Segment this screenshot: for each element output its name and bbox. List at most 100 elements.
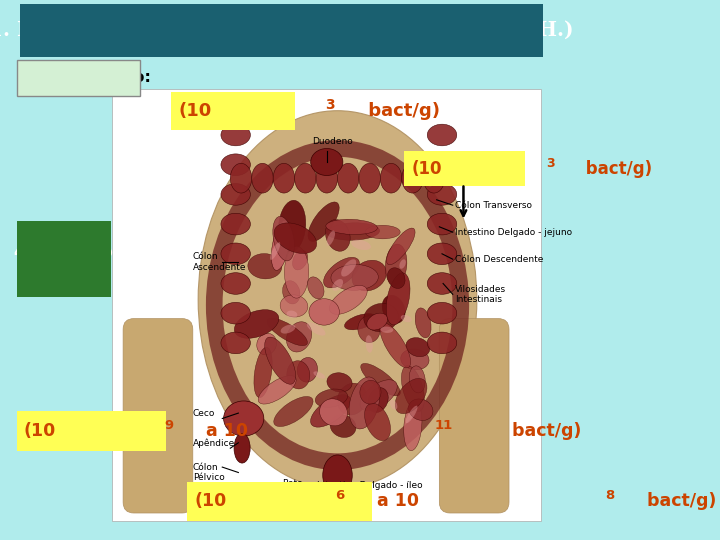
Ellipse shape bbox=[323, 258, 359, 288]
Ellipse shape bbox=[234, 310, 279, 338]
Ellipse shape bbox=[360, 380, 397, 411]
Ellipse shape bbox=[327, 231, 335, 246]
Ellipse shape bbox=[311, 148, 343, 176]
Ellipse shape bbox=[308, 202, 339, 241]
FancyBboxPatch shape bbox=[19, 4, 543, 57]
FancyBboxPatch shape bbox=[187, 482, 372, 521]
Ellipse shape bbox=[326, 219, 377, 234]
Ellipse shape bbox=[382, 295, 405, 323]
Ellipse shape bbox=[331, 265, 378, 291]
Ellipse shape bbox=[380, 327, 393, 333]
Ellipse shape bbox=[297, 357, 318, 382]
Text: Apêndice: Apêndice bbox=[193, 438, 235, 448]
FancyBboxPatch shape bbox=[17, 411, 166, 451]
Ellipse shape bbox=[395, 379, 427, 414]
Text: 11: 11 bbox=[435, 418, 453, 431]
Ellipse shape bbox=[427, 243, 456, 265]
Ellipse shape bbox=[402, 163, 423, 193]
Ellipse shape bbox=[224, 401, 264, 436]
Ellipse shape bbox=[380, 163, 402, 193]
Ellipse shape bbox=[338, 383, 366, 415]
Ellipse shape bbox=[282, 281, 300, 304]
Ellipse shape bbox=[405, 406, 418, 423]
Ellipse shape bbox=[408, 399, 433, 421]
Ellipse shape bbox=[310, 395, 351, 427]
Ellipse shape bbox=[258, 376, 296, 404]
Ellipse shape bbox=[309, 299, 339, 325]
Ellipse shape bbox=[427, 273, 456, 294]
Text: 4. Aparelho: 4. Aparelho bbox=[14, 245, 113, 260]
Ellipse shape bbox=[274, 223, 317, 253]
Ellipse shape bbox=[274, 396, 313, 427]
Text: 3: 3 bbox=[546, 157, 555, 170]
Ellipse shape bbox=[325, 220, 350, 251]
Ellipse shape bbox=[380, 323, 410, 368]
Ellipse shape bbox=[221, 332, 251, 354]
Ellipse shape bbox=[221, 124, 251, 146]
Ellipse shape bbox=[404, 401, 422, 451]
Ellipse shape bbox=[361, 363, 400, 396]
Ellipse shape bbox=[401, 315, 412, 322]
Text: (10: (10 bbox=[24, 422, 56, 440]
Ellipse shape bbox=[366, 313, 387, 330]
Text: Duodeno: Duodeno bbox=[312, 137, 353, 146]
Text: 8: 8 bbox=[606, 489, 614, 502]
Ellipse shape bbox=[221, 213, 251, 235]
Ellipse shape bbox=[345, 314, 377, 330]
Ellipse shape bbox=[281, 325, 295, 334]
Ellipse shape bbox=[315, 389, 348, 407]
Text: Ceco: Ceco bbox=[193, 409, 215, 417]
FancyBboxPatch shape bbox=[123, 319, 193, 513]
FancyBboxPatch shape bbox=[439, 319, 509, 513]
Ellipse shape bbox=[273, 217, 294, 261]
Ellipse shape bbox=[360, 380, 381, 404]
Ellipse shape bbox=[221, 154, 251, 176]
Text: (10: (10 bbox=[179, 102, 212, 120]
Ellipse shape bbox=[349, 377, 379, 429]
Ellipse shape bbox=[221, 184, 251, 205]
Ellipse shape bbox=[327, 373, 352, 392]
Ellipse shape bbox=[427, 124, 456, 146]
Ellipse shape bbox=[234, 433, 250, 463]
Text: Intestino Delgado - jejuno: Intestino Delgado - jejuno bbox=[456, 228, 572, 237]
Text: - Distribuição:: - Distribuição: bbox=[23, 70, 150, 85]
Text: bact/g): bact/g) bbox=[362, 102, 440, 120]
Text: bact/g): bact/g) bbox=[580, 160, 652, 178]
Text: bact/g): bact/g) bbox=[641, 492, 716, 510]
Ellipse shape bbox=[400, 259, 406, 269]
Ellipse shape bbox=[409, 366, 426, 393]
Ellipse shape bbox=[270, 242, 280, 260]
Ellipse shape bbox=[294, 163, 316, 193]
Ellipse shape bbox=[427, 184, 456, 205]
Ellipse shape bbox=[366, 335, 373, 353]
Ellipse shape bbox=[330, 286, 367, 314]
Ellipse shape bbox=[316, 163, 338, 193]
Text: Cólon Transverso: Cólon Transverso bbox=[456, 201, 532, 210]
Text: Intestino Delgado - íleo: Intestino Delgado - íleo bbox=[317, 482, 423, 490]
Ellipse shape bbox=[198, 111, 477, 489]
Ellipse shape bbox=[230, 163, 252, 193]
Text: 6: 6 bbox=[335, 489, 344, 502]
Text: Reto: Reto bbox=[282, 479, 302, 488]
FancyBboxPatch shape bbox=[17, 221, 111, 297]
Ellipse shape bbox=[323, 455, 352, 496]
Ellipse shape bbox=[287, 361, 310, 389]
Ellipse shape bbox=[221, 243, 251, 265]
Text: 1. Microbiota Normal do Corpo Humano (M.N.C.H.): 1. Microbiota Normal do Corpo Humano (M.… bbox=[0, 20, 573, 40]
Ellipse shape bbox=[368, 388, 388, 413]
Ellipse shape bbox=[221, 302, 251, 324]
Ellipse shape bbox=[221, 273, 251, 294]
Text: Digestivo: Digestivo bbox=[23, 268, 104, 283]
Ellipse shape bbox=[364, 403, 390, 441]
Ellipse shape bbox=[338, 163, 359, 193]
Text: a 10: a 10 bbox=[200, 422, 248, 440]
Ellipse shape bbox=[332, 279, 343, 291]
Ellipse shape bbox=[284, 246, 309, 298]
Ellipse shape bbox=[390, 400, 397, 410]
Ellipse shape bbox=[279, 200, 306, 252]
Text: 3: 3 bbox=[325, 98, 334, 112]
Ellipse shape bbox=[427, 332, 456, 354]
Ellipse shape bbox=[254, 347, 272, 397]
Ellipse shape bbox=[359, 163, 380, 193]
Ellipse shape bbox=[273, 163, 294, 193]
